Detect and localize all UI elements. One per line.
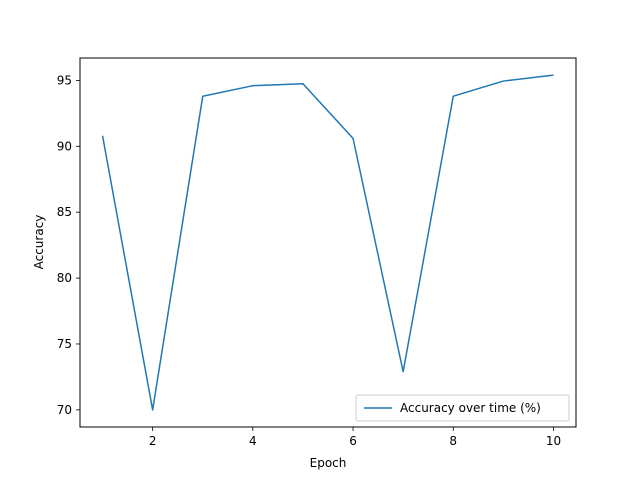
legend-label: Accuracy over time (%) [400, 401, 541, 415]
y-tick-label: 70 [57, 403, 72, 417]
plot-area [79, 57, 577, 428]
x-axis-ticks: 2 4 6 8 10 [149, 427, 561, 448]
x-tick-label: 4 [249, 434, 257, 448]
plot-frame [79, 57, 577, 428]
y-tick-label: 90 [57, 139, 72, 153]
legend: Accuracy over time (%) [355, 394, 570, 422]
x-tick-label: 8 [449, 434, 457, 448]
y-tick-label: 85 [57, 205, 72, 219]
legend-box [355, 394, 570, 422]
y-axis-label: Accuracy [32, 215, 46, 270]
y-tick-label: 75 [57, 337, 72, 351]
y-tick-label: 95 [57, 73, 72, 87]
y-axis-ticks: 70 75 80 85 90 95 [57, 73, 80, 417]
y-tick-label: 80 [57, 271, 72, 285]
series-lines [101, 74, 554, 411]
x-tick-label: 10 [546, 434, 561, 448]
x-tick-label: 6 [349, 434, 357, 448]
x-axis-label: Epoch [310, 456, 347, 470]
series-line-0 [101, 74, 554, 411]
x-tick-label: 2 [149, 434, 157, 448]
